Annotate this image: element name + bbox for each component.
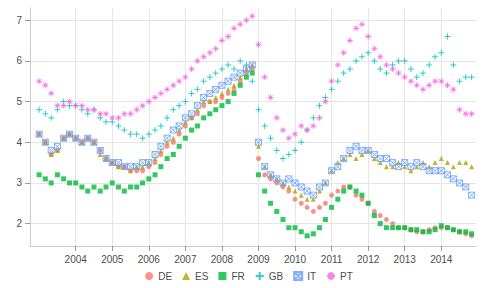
svg-text:FR: FR (231, 271, 244, 282)
svg-text:7: 7 (16, 15, 22, 26)
svg-text:IT: IT (307, 271, 316, 282)
svg-text:GB: GB (269, 271, 284, 282)
svg-text:2010: 2010 (284, 254, 307, 265)
svg-text:2007: 2007 (174, 254, 197, 265)
svg-text:2005: 2005 (101, 254, 124, 265)
svg-text:2006: 2006 (138, 254, 161, 265)
svg-text:4: 4 (16, 137, 22, 148)
svg-text:2014: 2014 (430, 254, 453, 265)
svg-text:2013: 2013 (394, 254, 417, 265)
svg-text:2009: 2009 (247, 254, 270, 265)
svg-text:2004: 2004 (65, 254, 88, 265)
svg-text:2011: 2011 (321, 254, 343, 265)
svg-text:2012: 2012 (357, 254, 380, 265)
svg-text:6: 6 (16, 55, 22, 66)
svg-text:DE: DE (158, 271, 172, 282)
svg-text:2008: 2008 (211, 254, 234, 265)
svg-text:PT: PT (340, 271, 353, 282)
svg-text:ES: ES (195, 271, 209, 282)
svg-text:5: 5 (16, 96, 22, 107)
svg-text:2: 2 (16, 218, 22, 229)
svg-text:3: 3 (16, 177, 22, 188)
